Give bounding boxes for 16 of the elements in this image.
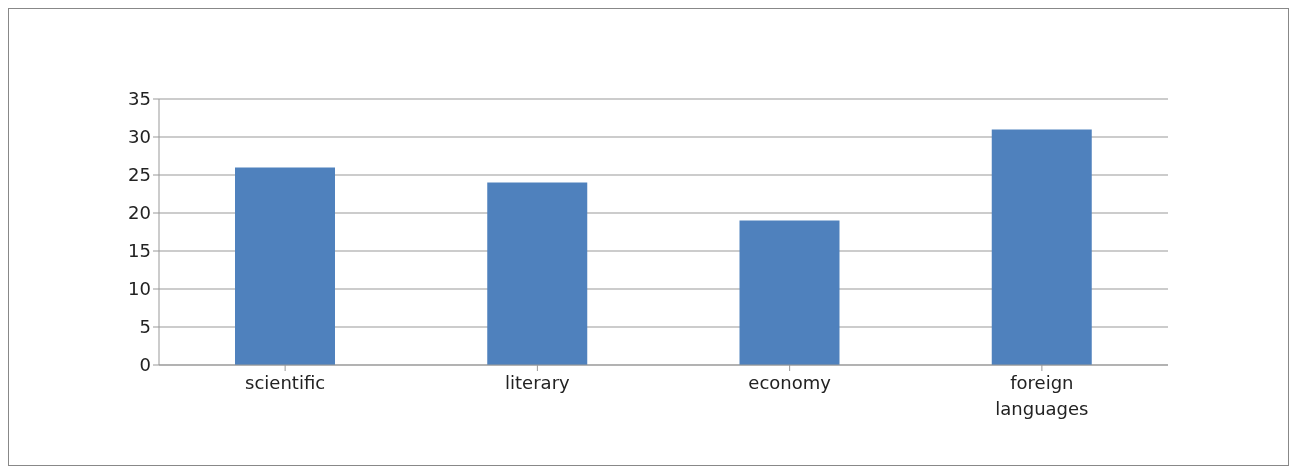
bar: [487, 182, 588, 365]
y-tick-label: 10: [128, 278, 151, 300]
x-tick-label: literary: [505, 372, 571, 393]
y-tick-label: 5: [139, 316, 151, 338]
bar: [235, 167, 335, 365]
y-tick-label: 15: [128, 240, 151, 262]
y-tick-label: 30: [128, 126, 151, 148]
y-tick-label: 0: [139, 354, 151, 376]
bar: [739, 220, 840, 365]
y-tick-label: 20: [128, 202, 151, 224]
bar: [991, 129, 1092, 365]
x-tick-label: scientific: [245, 372, 326, 393]
y-tick-label: 35: [128, 88, 151, 110]
x-tick-label: economy: [748, 372, 832, 393]
x-tick-label: foreign languages: [995, 372, 1089, 419]
y-tick-label: 25: [128, 164, 151, 186]
